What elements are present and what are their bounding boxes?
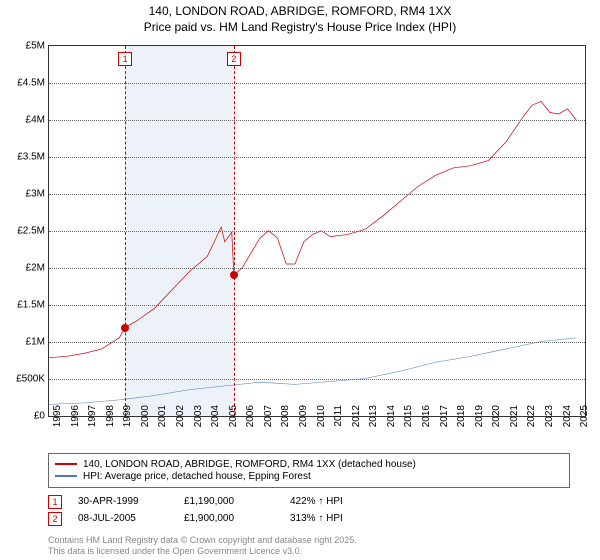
gridline — [49, 305, 585, 306]
chart-area: 1 2 £0 £500K £1M £1.5M £2M £2.5M £3M £3.5M £4M £4.5… — [4, 41, 592, 448]
x-axis-label: 2025 — [579, 405, 590, 435]
x-axis-label: 1999 — [122, 405, 133, 435]
marker-dot — [230, 271, 238, 279]
x-axis-label: 1996 — [70, 405, 81, 435]
x-axis-label: 2008 — [280, 405, 291, 435]
x-axis-label: 2007 — [263, 405, 274, 435]
x-axis-label: 1998 — [105, 405, 116, 435]
x-axis-label: 2022 — [526, 405, 537, 435]
sale-date: 30-APR-1999 — [78, 496, 168, 507]
x-axis-label: 1995 — [52, 405, 63, 435]
title-block: 140, LONDON ROAD, ABRIDGE, ROMFORD, RM4 … — [0, 0, 600, 37]
x-axis-label: 2010 — [316, 405, 327, 435]
x-axis-label: 2016 — [421, 405, 432, 435]
x-axis-label: 2019 — [474, 405, 485, 435]
series-line — [49, 338, 576, 404]
x-axis-label: 2005 — [228, 405, 239, 435]
gridline — [49, 83, 585, 84]
x-axis-label: 1997 — [87, 405, 98, 435]
x-axis-label: 2021 — [509, 405, 520, 435]
x-axis-label: 2013 — [368, 405, 379, 435]
series-line — [49, 102, 576, 358]
sale-marker: 2 — [48, 512, 62, 526]
sales-table: 1 30-APR-1999 £1,190,000 422% ↑ HPI 2 08… — [48, 492, 570, 529]
sale-delta: 313% ↑ HPI — [290, 513, 380, 524]
legend-item: HPI: Average price, detached house, Eppi… — [55, 471, 563, 482]
y-axis-label: £4.5M — [7, 78, 45, 89]
chart-container: 140, LONDON ROAD, ABRIDGE, ROMFORD, RM4 … — [0, 0, 600, 560]
marker-dot — [121, 324, 129, 332]
sale-date: 08-JUL-2005 — [78, 513, 168, 524]
legend-item: 140, LONDON ROAD, ABRIDGE, ROMFORD, RM4 … — [55, 459, 563, 470]
legend-swatch — [55, 475, 77, 477]
gridline — [49, 120, 585, 121]
x-axis-label: 2003 — [193, 405, 204, 435]
legend-label: HPI: Average price, detached house, Eppi… — [83, 471, 311, 482]
x-axis-label: 2004 — [210, 405, 221, 435]
y-axis-label: £500K — [7, 373, 45, 384]
sale-delta: 422% ↑ HPI — [290, 496, 380, 507]
title-subtitle: Price paid vs. HM Land Registry's House … — [8, 20, 592, 36]
plot: 12£0£500K£1M£1.5M£2M£2.5M£3M£3.5M£4M£4.5… — [48, 45, 586, 416]
marker-label: 2 — [227, 52, 241, 66]
gridline — [49, 157, 585, 158]
legend-swatch — [55, 463, 77, 465]
sale-marker: 1 — [48, 495, 62, 509]
legend: 140, LONDON ROAD, ABRIDGE, ROMFORD, RM4 … — [48, 453, 570, 488]
credit: Contains HM Land Registry data © Crown c… — [48, 535, 570, 558]
sale-price: £1,190,000 — [184, 496, 274, 507]
y-axis-label: £3M — [7, 188, 45, 199]
sale-price: £1,900,000 — [184, 513, 274, 524]
y-axis-label: £0 — [7, 410, 45, 421]
y-axis-label: £2.5M — [7, 225, 45, 236]
x-axis-label: 2002 — [175, 405, 186, 435]
legend-label: 140, LONDON ROAD, ABRIDGE, ROMFORD, RM4 … — [83, 459, 416, 470]
x-axis-label: 2006 — [245, 405, 256, 435]
x-axis-label: 2020 — [491, 405, 502, 435]
y-axis-label: £2M — [7, 262, 45, 273]
x-axis-label: 2000 — [140, 405, 151, 435]
y-axis-label: £5M — [7, 41, 45, 52]
table-row: 2 08-JUL-2005 £1,900,000 313% ↑ HPI — [48, 512, 570, 526]
x-axis-label: 2014 — [386, 405, 397, 435]
x-axis-label: 2009 — [298, 405, 309, 435]
x-axis-label: 2017 — [439, 405, 450, 435]
credit-line: This data is licensed under the Open Gov… — [48, 546, 570, 558]
table-row: 1 30-APR-1999 £1,190,000 422% ↑ HPI — [48, 495, 570, 509]
y-axis-label: £1.5M — [7, 299, 45, 310]
x-axis-label: 2012 — [351, 405, 362, 435]
gridline — [49, 194, 585, 195]
credit-line: Contains HM Land Registry data © Crown c… — [48, 535, 570, 547]
marker-label: 1 — [118, 52, 132, 66]
y-axis-label: £4M — [7, 115, 45, 126]
x-axis-label: 2015 — [403, 405, 414, 435]
x-axis-label: 2011 — [333, 405, 344, 435]
x-axis-label: 2001 — [157, 405, 168, 435]
title-address: 140, LONDON ROAD, ABRIDGE, ROMFORD, RM4 … — [8, 4, 592, 20]
gridline — [49, 268, 585, 269]
gridline — [49, 379, 585, 380]
y-axis-label: £1M — [7, 336, 45, 347]
x-axis-label: 2018 — [456, 405, 467, 435]
x-axis-label: 2023 — [544, 405, 555, 435]
x-axis-label: 2024 — [562, 405, 573, 435]
y-axis-label: £3.5M — [7, 152, 45, 163]
gridline — [49, 342, 585, 343]
gridline — [49, 231, 585, 232]
